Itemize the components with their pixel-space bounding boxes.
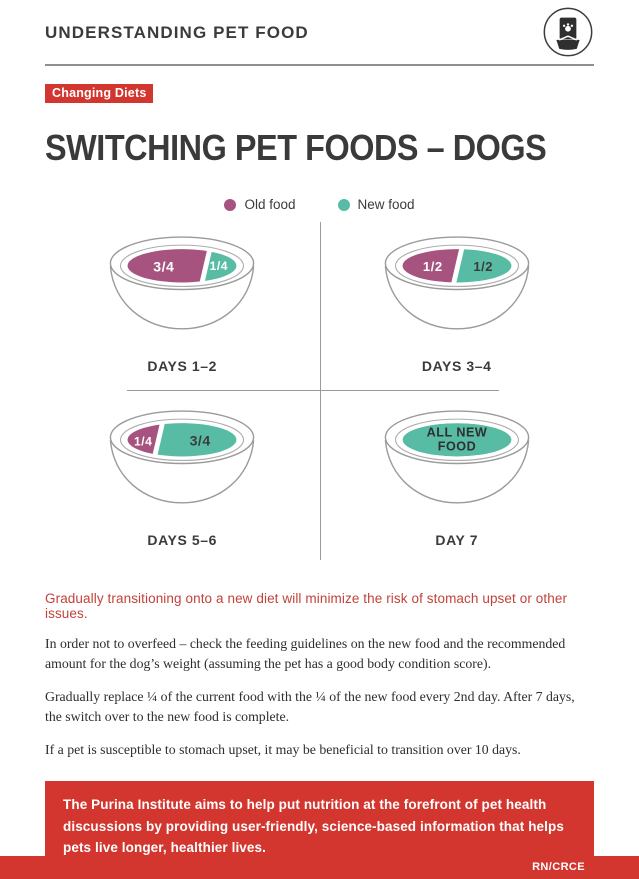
vertical-divider bbox=[319, 222, 321, 560]
portion-label: 3/4 bbox=[154, 258, 175, 274]
bowl-caption: DAYS 1–2 bbox=[147, 358, 218, 374]
portion-label: 1/4 bbox=[134, 434, 152, 448]
bowl-caption: DAY 7 bbox=[435, 532, 479, 548]
bowl-diagram-grid: 3/4 1/4 DAYS 1–2 1/2 1/2 DAYS 3–4 1/4 3/4 DAYS 5… bbox=[45, 216, 594, 564]
bowl-cell: 1/2 1/2 DAYS 3–4 bbox=[320, 216, 595, 390]
horizontal-divider bbox=[127, 390, 499, 391]
lead-text: Gradually transitioning onto a new diet … bbox=[45, 591, 568, 621]
portion-label: 1/2 bbox=[423, 259, 443, 274]
page-title: SWITCHING PET FOODS – DOGS bbox=[45, 127, 547, 168]
bowl-cell: ALL NEW FOOD DAY 7 bbox=[320, 390, 595, 564]
new-food-dot-icon bbox=[337, 198, 350, 211]
portion-label: FOOD bbox=[438, 439, 476, 453]
legend-item-new-food: New food bbox=[337, 197, 415, 212]
legend: Old food New food bbox=[45, 197, 594, 212]
body-paragraph: If a pet is susceptible to stomach upset… bbox=[45, 742, 521, 757]
portion-label: 3/4 bbox=[190, 432, 211, 448]
legend-label: Old food bbox=[244, 197, 296, 212]
legend-item-old-food: Old food bbox=[224, 197, 296, 212]
section-badge: Changing Diets bbox=[45, 84, 154, 103]
portion-label: 1/2 bbox=[473, 259, 493, 274]
body-paragraph: In order not to overfeed – check the fee… bbox=[45, 636, 566, 671]
portion-label: ALL NEW bbox=[426, 425, 487, 439]
page-header: UNDERSTANDING PET FOOD bbox=[45, 0, 594, 66]
pet-food-bag-bowl-icon bbox=[542, 4, 594, 63]
bowl-cell: 1/4 3/4 DAYS 5–6 bbox=[45, 390, 320, 564]
footer-code: RN/CRCE bbox=[532, 861, 585, 873]
dog-bowl-illustration: 1/4 3/4 bbox=[109, 410, 255, 504]
footer-bar: RN/CRCE bbox=[0, 856, 639, 879]
bowl-caption: DAYS 5–6 bbox=[147, 532, 218, 548]
old-food-dot-icon bbox=[224, 198, 237, 211]
portion-label: 1/4 bbox=[210, 259, 228, 273]
bowl-cell: 3/4 1/4 DAYS 1–2 bbox=[45, 216, 320, 390]
legend-label: New food bbox=[357, 197, 415, 212]
body-paragraph: Gradually replace ¼ of the current food … bbox=[45, 689, 575, 724]
header-title: UNDERSTANDING PET FOOD bbox=[45, 23, 309, 42]
dog-bowl-illustration: 1/2 1/2 bbox=[384, 236, 530, 330]
bowl-caption: DAYS 3–4 bbox=[421, 358, 492, 374]
dog-bowl-illustration: 3/4 1/4 bbox=[109, 236, 255, 330]
